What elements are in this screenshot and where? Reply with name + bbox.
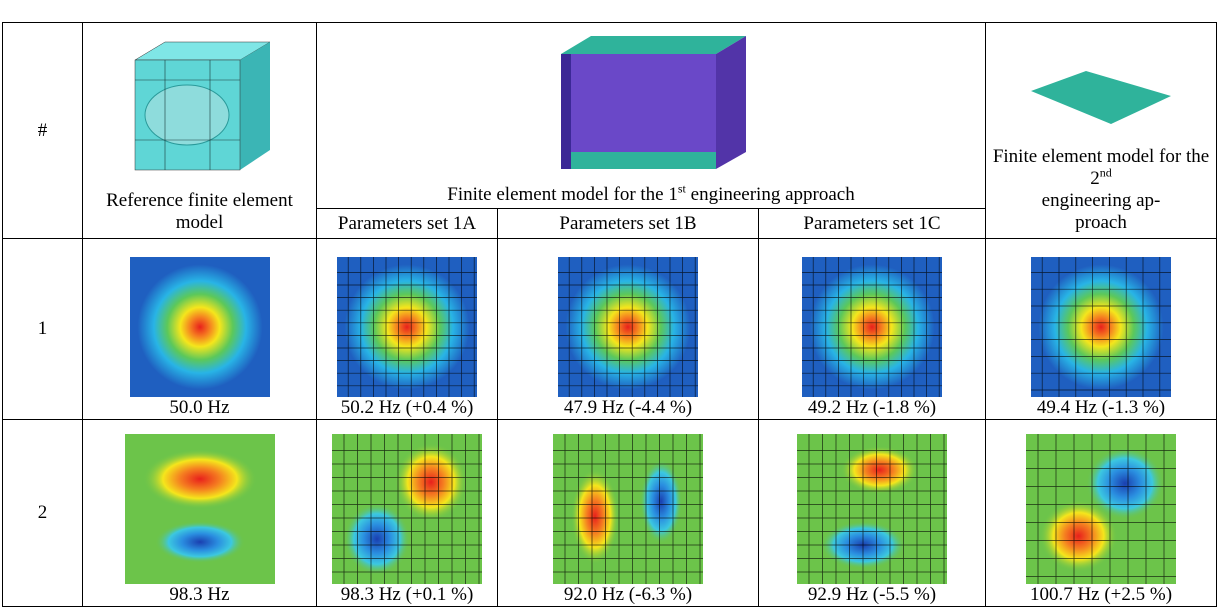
mode-shape-image (553, 434, 703, 584)
reference-model-image (125, 40, 275, 190)
result-cell: 50.0 Hz (83, 239, 317, 420)
approach2-header: Finite element model for the 2nd enginee… (986, 23, 1217, 239)
frequency-label: 47.9 Hz (-4.4 %) (498, 397, 758, 419)
mode-hot (395, 443, 467, 521)
frequency-label: 98.3 Hz (+0.1 %) (317, 584, 497, 606)
mode-shape-image (337, 257, 477, 397)
approach1-model-image (551, 34, 751, 184)
approach2-sup: nd (1100, 166, 1112, 180)
mode-field (134, 261, 266, 393)
result-cell: 98.3 Hz (+0.1 %) (317, 420, 498, 607)
frequency-label: 100.7 Hz (+2.5 %) (986, 584, 1216, 606)
frequency-label: 50.2 Hz (+0.4 %) (317, 397, 497, 419)
frequency-label: 50.0 Hz (83, 397, 316, 419)
row-number: 2 (3, 420, 83, 607)
result-cell: 98.3 Hz (83, 420, 317, 607)
mode-shape-image (558, 257, 698, 397)
frequency-label: 92.9 Hz (-5.5 %) (759, 584, 985, 606)
reference-header: Reference finite element model (83, 23, 317, 239)
frequency-label: 49.4 Hz (-1.3 %) (986, 397, 1216, 419)
results-table: # Reference finite element model Finite … (2, 22, 1217, 607)
set-header: Parameters set 1B (498, 209, 759, 239)
reference-label: Reference finite element model (83, 190, 316, 234)
number-header: # (3, 23, 83, 239)
mode-cold (344, 503, 410, 575)
mode-hot (841, 446, 919, 494)
mode-cold (1086, 448, 1164, 520)
row-number: 1 (3, 239, 83, 420)
page: # Reference finite element model Finite … (0, 0, 1218, 608)
mode-hot (143, 449, 257, 509)
result-cell: 50.2 Hz (+0.4 %) (317, 239, 498, 420)
set-header: Parameters set 1C (759, 209, 986, 239)
result-cell: 47.9 Hz (-4.4 %) (498, 239, 759, 420)
approach2-line3: proach (986, 212, 1216, 234)
approach2-model-image (1026, 66, 1176, 146)
mode-shape-image (1031, 257, 1171, 397)
frequency-label: 92.0 Hz (-6.3 %) (498, 584, 758, 606)
result-cell: 92.0 Hz (-6.3 %) (498, 420, 759, 607)
result-cell: 92.9 Hz (-5.5 %) (759, 420, 986, 607)
mode-shape-image (1026, 434, 1176, 584)
approach1-header: Finite element model for the 1st enginee… (317, 23, 986, 209)
approach1-rest: engineering approach (686, 184, 855, 205)
mode-shape-image (332, 434, 482, 584)
mode-cold (155, 521, 245, 563)
approach2-label: Finite element model for the 2nd (986, 146, 1216, 190)
mode-shape-image (125, 434, 275, 584)
set-header: Parameters set 1A (317, 209, 498, 239)
mode-shape-image (802, 257, 942, 397)
frequency-label: 98.3 Hz (83, 584, 316, 606)
mode-shape-image (797, 434, 947, 584)
mode-shape-image (130, 257, 270, 397)
approach1-text: Finite element model for the 1 (447, 184, 678, 205)
result-cell: 49.2 Hz (-1.8 %) (759, 239, 986, 420)
result-cell: 100.7 Hz (+2.5 %) (986, 420, 1217, 607)
approach1-sup: st (678, 182, 686, 196)
frequency-label: 49.2 Hz (-1.8 %) (759, 397, 985, 419)
approach1-label: Finite element model for the 1st enginee… (317, 184, 985, 206)
approach2-line2: engineering ap- (986, 190, 1216, 212)
result-cell: 49.4 Hz (-1.3 %) (986, 239, 1217, 420)
